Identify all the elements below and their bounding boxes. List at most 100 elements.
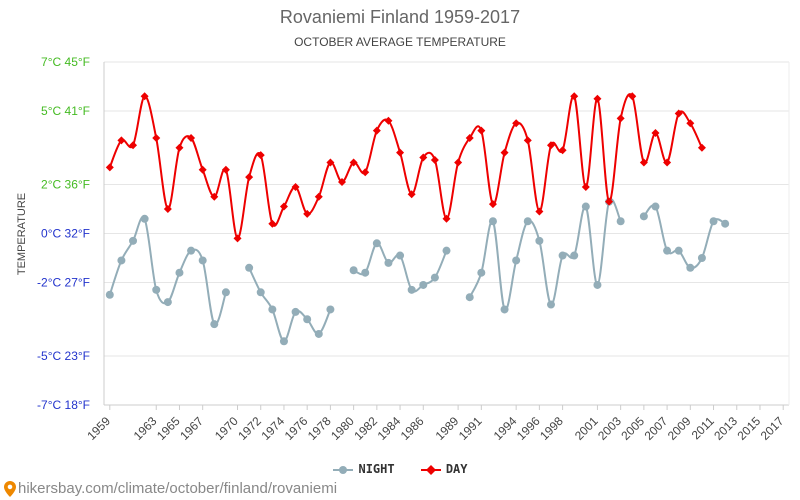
night-point[interactable] [419,280,428,289]
night-point[interactable] [465,293,474,302]
night-point[interactable] [187,246,196,255]
day-point[interactable] [419,153,428,162]
night-point[interactable] [709,217,718,226]
day-point[interactable] [570,92,579,101]
night-point[interactable] [268,305,277,314]
day-point[interactable] [407,190,416,199]
day-point[interactable] [140,92,149,101]
night-point[interactable] [523,217,532,226]
night-point[interactable] [291,307,300,316]
night-point[interactable] [674,246,683,255]
night-point[interactable] [314,329,323,338]
day-point[interactable] [454,158,463,167]
day-point[interactable] [686,119,695,128]
day-point[interactable] [535,207,544,216]
night-point[interactable] [349,266,358,275]
day-point[interactable] [117,136,126,145]
night-point[interactable] [279,337,288,346]
day-point[interactable] [605,197,614,206]
night-point[interactable] [140,214,149,223]
day-point[interactable] [430,156,439,164]
day-point[interactable] [163,205,172,213]
day-point[interactable] [651,129,660,138]
night-point[interactable] [477,268,486,277]
day-point[interactable] [442,214,451,223]
night-point[interactable] [570,251,579,260]
day-point[interactable] [221,165,230,174]
day-point[interactable] [697,143,706,152]
night-point[interactable] [163,298,172,307]
day-point[interactable] [396,148,405,157]
day-point[interactable] [291,182,300,191]
day-point[interactable] [628,92,637,101]
day-point[interactable] [674,109,683,118]
night-point[interactable] [129,236,138,245]
day-point[interactable] [175,143,184,152]
night-point[interactable] [535,236,544,245]
day-point[interactable] [338,178,347,187]
night-point[interactable] [245,263,254,272]
day-point[interactable] [558,146,567,155]
night-point[interactable] [651,202,660,211]
day-point[interactable] [256,151,265,160]
day-point[interactable] [245,173,254,182]
day-point[interactable] [268,219,277,228]
day-point[interactable] [523,136,532,145]
day-point[interactable] [581,182,590,191]
night-point[interactable] [721,219,730,228]
day-point[interactable] [639,158,648,167]
night-point[interactable] [488,217,497,226]
day-point[interactable] [477,126,486,135]
night-point[interactable] [326,305,335,314]
night-point[interactable] [221,288,230,297]
day-point[interactable] [465,133,474,142]
night-point[interactable] [372,239,381,248]
night-point[interactable] [558,251,567,260]
day-point[interactable] [593,94,602,103]
night-point[interactable] [303,315,312,324]
legend-item-night[interactable]: NIGHT [332,462,395,476]
day-point[interactable] [326,158,335,167]
night-point[interactable] [442,246,451,255]
night-point[interactable] [175,268,184,277]
day-point[interactable] [372,126,381,135]
night-point[interactable] [152,285,161,294]
night-point[interactable] [593,280,602,289]
day-point[interactable] [233,234,242,243]
day-point[interactable] [105,163,114,172]
day-point[interactable] [349,158,358,167]
legend-item-day[interactable]: DAY [420,462,468,476]
night-point[interactable] [430,273,439,282]
day-point[interactable] [500,148,509,157]
day-point[interactable] [129,141,138,150]
night-point[interactable] [256,288,265,297]
night-point[interactable] [198,256,207,265]
day-point[interactable] [616,114,625,123]
day-point[interactable] [279,202,288,211]
day-point[interactable] [361,168,370,177]
day-point[interactable] [512,119,521,128]
night-point[interactable] [546,300,555,309]
night-point[interactable] [639,212,648,221]
day-point[interactable] [152,133,161,142]
night-point[interactable] [616,217,625,226]
night-point[interactable] [210,320,219,329]
day-point[interactable] [187,133,196,142]
night-point[interactable] [663,246,672,255]
day-point[interactable] [303,209,312,218]
night-point[interactable] [697,254,706,262]
night-point[interactable] [581,202,590,211]
night-point[interactable] [500,305,509,314]
day-point[interactable] [314,192,323,201]
day-point[interactable] [488,200,497,209]
night-point[interactable] [361,268,370,277]
day-point[interactable] [546,141,555,150]
watermark[interactable]: hikersbay.com/climate/october/finland/ro… [4,480,337,497]
day-point[interactable] [198,165,207,174]
night-point[interactable] [384,258,393,267]
day-point[interactable] [663,158,672,167]
night-point[interactable] [117,256,126,265]
night-point[interactable] [686,263,695,272]
day-point[interactable] [384,116,393,125]
night-point[interactable] [512,256,521,265]
